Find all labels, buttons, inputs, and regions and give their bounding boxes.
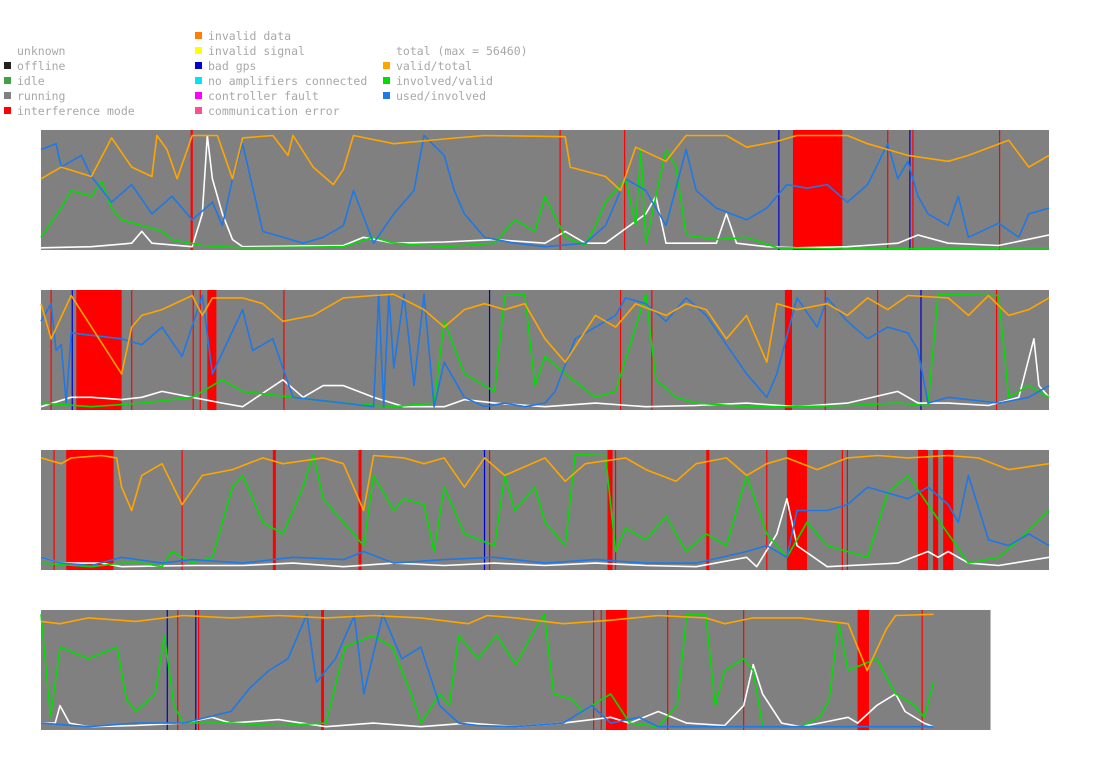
- legend-swatch-communication-error: [195, 107, 202, 114]
- legend-label-offline: offline: [17, 59, 66, 73]
- interference-band: [792, 130, 843, 250]
- legend-label-invalid-data: invalid data: [208, 29, 291, 43]
- legend-swatch-unknown: [4, 47, 11, 54]
- series-line-valid-total: [40, 134, 1050, 192]
- series-line-total: [40, 134, 1050, 249]
- series-line-involved-valid: [40, 613, 935, 728]
- legend-swatch-interference: [4, 107, 11, 114]
- legend-swatch-invalid-data: [195, 32, 202, 39]
- series-line-used-involved: [40, 474, 1050, 567]
- series-line-total: [40, 498, 1050, 568]
- series-line-valid-total: [40, 454, 1050, 512]
- interference-band: [943, 450, 954, 570]
- interference-band: [605, 610, 627, 730]
- series-line-total: [41, 663, 934, 728]
- legend-label-controller-fault: controller fault: [208, 89, 319, 103]
- legend-label-idle: idle: [17, 74, 45, 88]
- chart-rows: [40, 130, 1050, 730]
- chart-row-4: [40, 610, 991, 730]
- legend-label-unknown: unknown: [17, 44, 65, 58]
- legend-label-invalid-signal: invalid signal: [208, 44, 305, 58]
- legend-swatch-controller-fault: [195, 92, 202, 99]
- series-line-total: [40, 338, 1050, 408]
- legend-swatch-running: [4, 92, 11, 99]
- legend-label-running: running: [17, 89, 65, 103]
- legend-label-valid-total: valid/total: [396, 59, 472, 73]
- legend-label-communication-error: communication error: [208, 104, 340, 118]
- legend-swatch-valid-total: [383, 62, 390, 69]
- series-line-involved-valid: [40, 293, 1050, 408]
- chart-row-2: [40, 290, 1050, 410]
- series-line-used-involved: [40, 613, 934, 728]
- legend-swatch-involved-valid: [383, 77, 390, 84]
- interference-band: [784, 290, 792, 410]
- legend-swatch-offline: [4, 62, 11, 69]
- interference-band: [66, 450, 114, 570]
- legend-swatch-used-involved: [383, 92, 390, 99]
- legend-label-involved-valid: involved/valid: [396, 74, 493, 88]
- interference-band: [358, 450, 362, 570]
- interference-band: [76, 290, 122, 410]
- interference-band: [917, 450, 929, 570]
- legend-label-no-amplifiers: no amplifiers connected: [208, 74, 367, 88]
- legend-label-bad-gps: bad gps: [208, 59, 256, 73]
- interference-band: [607, 450, 613, 570]
- legend-label-total: total (max = 56460): [396, 44, 528, 58]
- legend-swatch-idle: [4, 77, 11, 84]
- legend-swatch-invalid-signal: [195, 47, 202, 54]
- series-line-involved-valid: [40, 453, 1050, 568]
- interference-band: [207, 290, 217, 410]
- legend-swatch-bad-gps: [195, 62, 202, 69]
- interference-band: [933, 450, 939, 570]
- legend-label-interference: interference mode: [17, 104, 135, 118]
- interference-band: [706, 450, 710, 570]
- legend-swatch-no-amplifiers: [195, 77, 202, 84]
- series-line-used-involved: [40, 134, 1050, 248]
- series-line-valid-total: [40, 293, 1050, 375]
- interference-band: [272, 450, 276, 570]
- series-line-valid-total: [40, 613, 934, 672]
- legend-label-used-involved: used/involved: [396, 89, 486, 103]
- chart-row-3: [40, 450, 1050, 570]
- legend: unknown offline idle running interferenc…: [4, 29, 528, 118]
- interference-band: [857, 610, 869, 730]
- row-background-running: [41, 450, 1049, 570]
- chart-row-1: [40, 130, 1050, 250]
- interference-band: [321, 610, 324, 730]
